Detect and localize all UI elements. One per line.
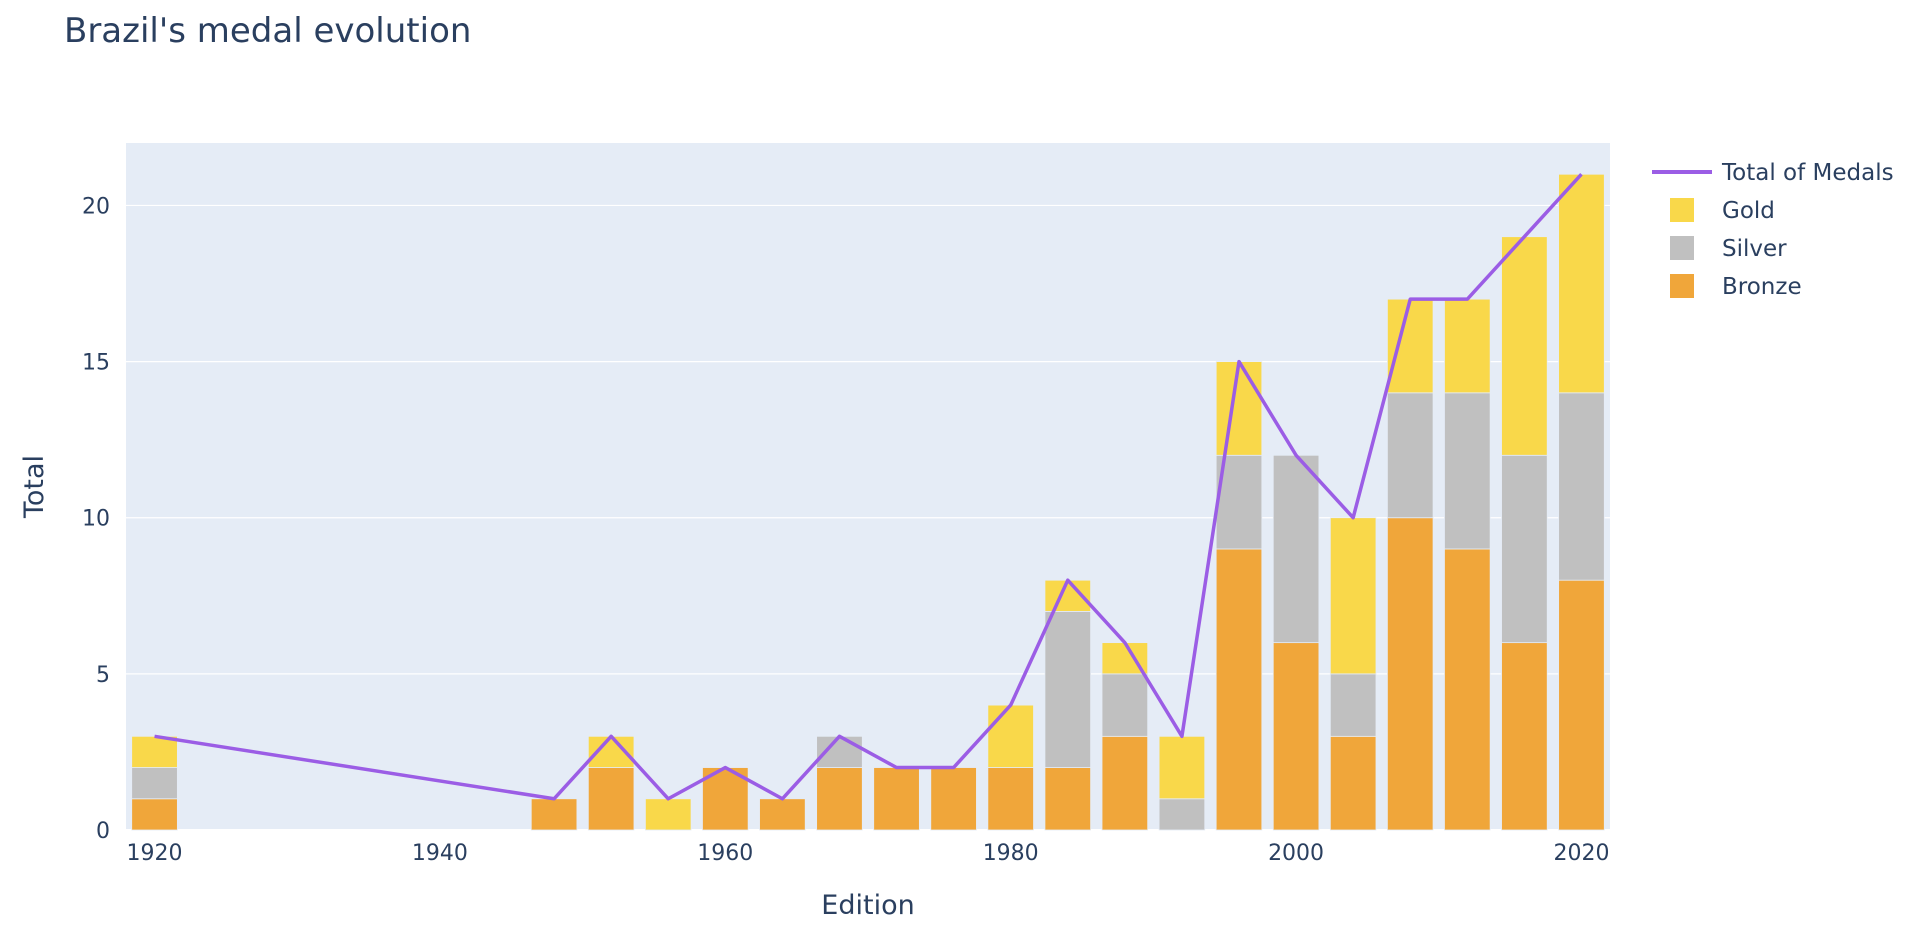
x-tick-label: 1940 — [412, 841, 468, 866]
bar-gold[interactable] — [1329, 517, 1377, 675]
bar-bronze[interactable] — [702, 767, 749, 831]
legend-swatch — [1670, 274, 1694, 298]
legend-label: Silver — [1722, 236, 1787, 262]
bar-silver[interactable] — [1158, 798, 1206, 831]
bar-silver[interactable] — [1558, 392, 1605, 581]
legend-label: Total of Medals — [1721, 160, 1894, 186]
bar-bronze[interactable] — [1387, 517, 1434, 831]
bar-bronze[interactable] — [873, 767, 920, 831]
bar-bronze[interactable] — [1044, 767, 1092, 831]
legend-label: Bronze — [1722, 274, 1802, 300]
y-tick-label: 10 — [82, 507, 110, 532]
x-axis-ticks: 1920 1940 1960 1980 2000 2020 — [127, 841, 1610, 866]
bar-silver[interactable] — [1444, 392, 1491, 550]
bar-bronze[interactable] — [1329, 735, 1377, 831]
x-tick-label: 1980 — [983, 841, 1039, 866]
bar-bronze[interactable] — [131, 798, 178, 831]
bar-bronze[interactable] — [987, 767, 1034, 831]
y-tick-label: 20 — [82, 194, 110, 219]
bar-bronze[interactable] — [1215, 548, 1263, 831]
x-tick-label: 2000 — [1268, 841, 1324, 866]
legend-label: Gold — [1722, 198, 1775, 224]
legend-item-gold[interactable]: Gold — [1670, 198, 1775, 224]
bar-gold[interactable] — [1444, 298, 1491, 394]
bars — [131, 173, 1605, 831]
bar-gold[interactable] — [1501, 236, 1548, 456]
chart-title: Brazil's medal evolution — [64, 11, 471, 51]
bar-gold[interactable] — [1158, 735, 1206, 800]
legend-item-bronze[interactable]: Bronze — [1670, 274, 1802, 300]
bar-bronze[interactable] — [930, 767, 977, 831]
bar-gold[interactable] — [645, 798, 692, 831]
bar-silver[interactable] — [1101, 673, 1149, 737]
y-axis-ticks: 0 5 10 15 20 — [82, 194, 110, 844]
bar-bronze[interactable] — [1101, 735, 1149, 831]
bar-silver[interactable] — [1044, 611, 1092, 768]
bar-bronze[interactable] — [1272, 642, 1320, 831]
x-tick-label: 1920 — [127, 841, 183, 866]
y-axis-title: Total — [19, 455, 50, 519]
bar-gold[interactable] — [987, 704, 1034, 768]
y-tick-label: 5 — [96, 663, 110, 688]
bar-gold[interactable] — [1215, 361, 1263, 456]
bar-gold[interactable] — [1558, 173, 1605, 394]
legend-item-silver[interactable]: Silver — [1670, 236, 1787, 262]
bar-bronze[interactable] — [1558, 579, 1605, 831]
legend-item-total-of-medals[interactable]: Total of Medals — [1652, 160, 1894, 186]
x-tick-label: 2020 — [1553, 841, 1609, 866]
bar-bronze[interactable] — [816, 767, 863, 831]
total-line-layer — [154, 173, 1583, 801]
bar-gold[interactable] — [1387, 298, 1434, 394]
bar-bronze[interactable] — [587, 767, 635, 831]
y-tick-label: 15 — [82, 351, 110, 376]
bar-bronze[interactable] — [1501, 642, 1548, 831]
total-of-medals-line[interactable] — [154, 173, 1583, 801]
legend[interactable]: Total of Medals Gold Silver Bronze — [1652, 160, 1894, 300]
y-tick-label: 0 — [96, 819, 110, 844]
x-tick-label: 1960 — [697, 841, 753, 866]
bar-silver[interactable] — [1387, 392, 1434, 519]
bar-silver[interactable] — [131, 767, 178, 800]
x-axis-title: Edition — [821, 890, 914, 921]
bar-bronze[interactable] — [1444, 548, 1491, 831]
legend-swatch — [1670, 198, 1694, 222]
bar-silver[interactable] — [1329, 673, 1377, 737]
bar-bronze[interactable] — [759, 798, 806, 831]
bar-silver[interactable] — [1501, 454, 1548, 644]
bar-silver[interactable] — [1272, 454, 1320, 644]
legend-swatch — [1670, 236, 1694, 260]
bar-gold[interactable] — [131, 735, 178, 768]
bar-bronze[interactable] — [530, 798, 578, 831]
